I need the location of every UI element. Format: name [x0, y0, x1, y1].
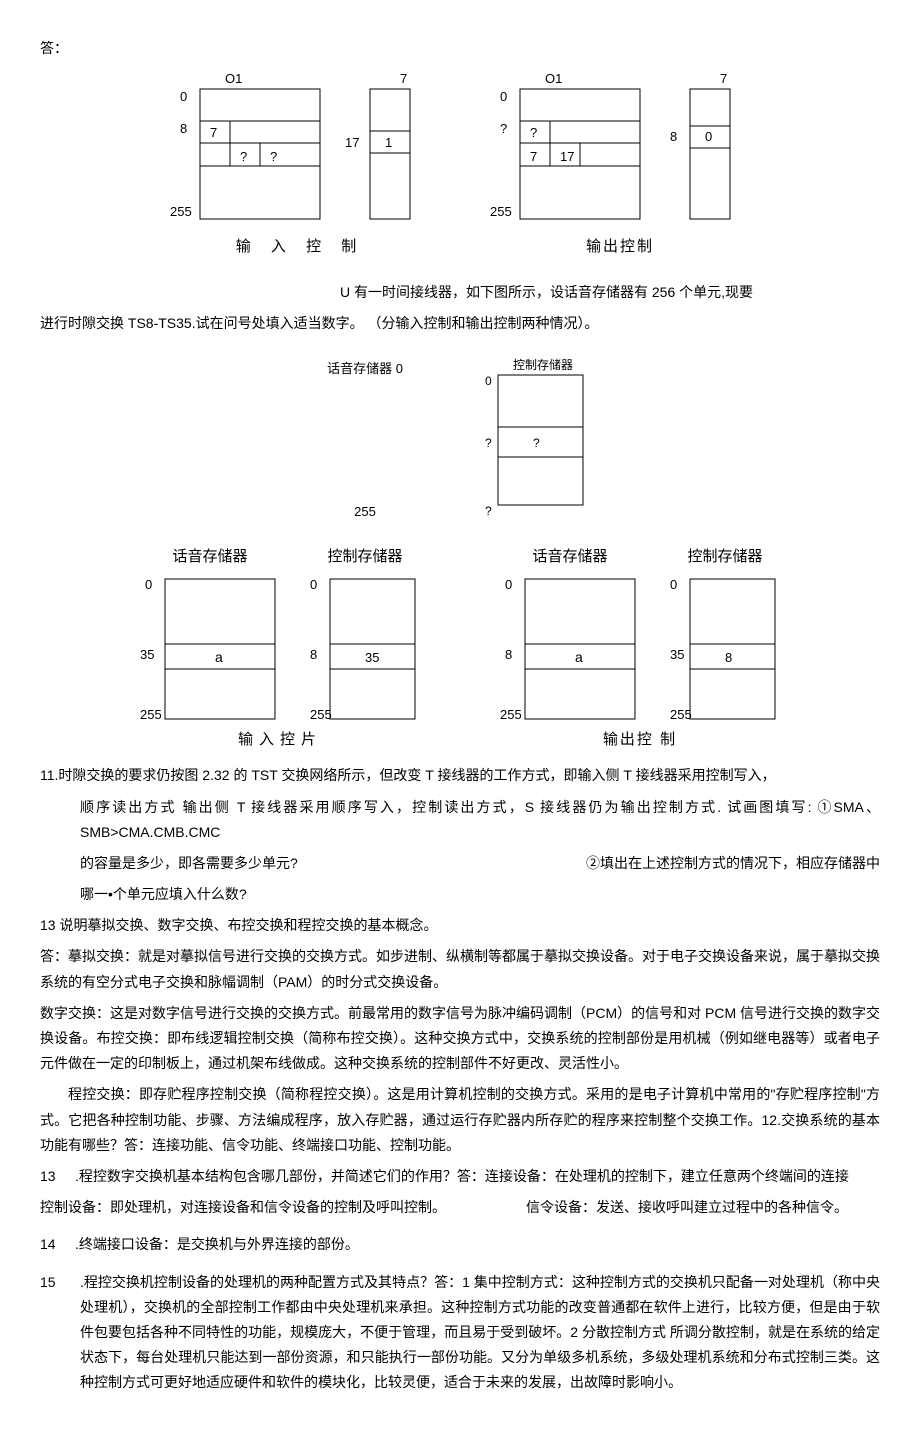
- intro-2: 进行时隙交换 TS8-TS35.试在问号处填入适当数字。 （分输入控制和输出控制…: [40, 311, 880, 336]
- brc-0: 0: [670, 577, 677, 592]
- q13-l2: 答：摹拟交换：就是对摹拟信号进行交换的交换方式。如步进制、纵横制等都属于摹拟交换…: [40, 944, 880, 994]
- br-mem-svg: 0 8 255 a: [500, 574, 640, 724]
- q13-body: .程控数字交换机基本结构包含哪几部份，并简述它们的作用？答：连接设备：在处理机的…: [75, 1168, 849, 1184]
- br-ctrl: 控制存储器 0 35 255 8: [670, 543, 780, 724]
- q11-l3: 的容量是多少，即各需要多少单元?: [80, 851, 298, 876]
- cell-q2: ?: [270, 149, 277, 164]
- q13-num: 13: [40, 1168, 56, 1184]
- brc-8: 8: [725, 650, 732, 665]
- row-255: 255: [170, 204, 192, 219]
- q13-l4: 程控交换：即存贮程序控制交换（简称程控交换）。这是用计算机控制的交换方式。采用的…: [40, 1082, 880, 1158]
- q11-l3-row: 的容量是多少，即各需要多少单元? ②填出在上述控制方式的情况下，相应存储器中: [40, 851, 880, 876]
- q13-body2: 控制设备：即处理机，对连接设备和信令设备的控制及呼叫控制。: [40, 1195, 446, 1220]
- mid-right: 控制存储器 0 ? ? ?: [483, 357, 593, 517]
- input-control-diagram: O1 7 0 8 255 7 ? ? 17 1 输 入 控 制: [170, 71, 430, 260]
- cell-17: 17: [345, 135, 359, 150]
- bl-ctrl: 控制存储器 0 8 255 35: [310, 543, 420, 724]
- br-8: 8: [505, 647, 512, 662]
- bl-ctrl-svg: 0 8 255 35: [310, 574, 420, 724]
- label-7: 7: [400, 71, 407, 86]
- mid-left-label: 话音存储器 0: [327, 357, 403, 380]
- br-0: 0: [505, 577, 512, 592]
- bl-a: a: [215, 649, 223, 665]
- bl-ctrl-title: 控制存储器: [310, 543, 420, 570]
- answer-label: 答：: [40, 36, 880, 61]
- bottom-left-block: 话音存储器 0 35 255 a 控制存储器 0 8 255: [140, 543, 420, 753]
- intro-1: U 有一时间接线器，如下图所示，设话音存储器有 256 个单元,现要: [40, 280, 880, 305]
- mid-left-255: 255: [327, 500, 403, 523]
- q13-num-row: 13 .程控数字交换机基本结构包含哪几部份，并简述它们的作用？答：连接设备：在处…: [40, 1164, 880, 1189]
- output-control-caption: 输出控制: [490, 233, 750, 260]
- row-8: 8: [180, 121, 187, 136]
- q14-row: 14 .终端接口设备：是交换机与外界连接的部份。: [40, 1232, 880, 1257]
- cell-7-r: 7: [530, 149, 537, 164]
- cell-17-r: 17: [560, 149, 574, 164]
- row-q-r: ?: [500, 121, 507, 136]
- mid-ctrl-title: 控制存储器: [513, 357, 573, 372]
- input-control-svg: O1 7 0 8 255 7 ? ? 17 1: [170, 71, 430, 231]
- mid-0: 0: [485, 374, 492, 388]
- bottom-right-block: 话音存储器 0 8 255 a 控制存储器 0 35 255: [500, 543, 780, 753]
- q13-l1: 13 说明摹拟交换、数字交换、布控交换和程控交换的基本概念。: [40, 913, 880, 938]
- br-mem-title: 话音存储器: [500, 543, 640, 570]
- bl-caption: 输入控片: [140, 726, 420, 753]
- q11-l2: 顺序读出方式 输出侧 T 接线器采用顺序写入，控制读出方式，S 接线器仍为输出控…: [40, 795, 880, 845]
- q13-l3: 数字交换：这是对数字信号进行交换的交换方式。前最常用的数字信号为脉冲编码调制（P…: [40, 1001, 880, 1077]
- cell-q-r: ?: [530, 125, 537, 140]
- row-0: 0: [180, 89, 187, 104]
- mid-right-svg: 控制存储器 0 ? ? ?: [483, 357, 593, 517]
- mid-qb: ?: [485, 504, 492, 517]
- bl-0: 0: [145, 577, 152, 592]
- label-o1: O1: [225, 71, 242, 86]
- cell-7: 7: [210, 125, 217, 140]
- q15-num: 15: [40, 1270, 80, 1396]
- bl-255: 255: [140, 707, 162, 722]
- q11-l1: 11.时隙交换的要求仍按图 2.32 的 TST 交换网络所示，但改变 T 接线…: [40, 763, 880, 788]
- bl-mem-title: 话音存储器: [140, 543, 280, 570]
- q15-row: 15 .程控交换机控制设备的处理机的两种配置方式及其特点？答：1 集中控制方式：…: [40, 1270, 880, 1396]
- bottom-pair-row: 话音存储器 0 35 255 a 控制存储器 0 8 255: [40, 543, 880, 753]
- label-o1-r: O1: [545, 71, 562, 86]
- br-mem: 话音存储器 0 8 255 a: [500, 543, 640, 724]
- intro-1-text: U 有一时间接线器，如下图所示，设话音存储器有 256 个单元,现要: [340, 284, 753, 300]
- blc-8: 8: [310, 647, 317, 662]
- br-ctrl-title: 控制存储器: [670, 543, 780, 570]
- mid-left: 话音存储器 0 255: [327, 357, 403, 524]
- blc-0: 0: [310, 577, 317, 592]
- bl-35: 35: [140, 647, 154, 662]
- row-255-r: 255: [490, 204, 512, 219]
- row-0-r: 0: [500, 89, 507, 104]
- cell-q1: ?: [240, 149, 247, 164]
- brc-255: 255: [670, 707, 692, 722]
- br-ctrl-svg: 0 35 255 8: [670, 574, 780, 724]
- blc-35: 35: [365, 650, 379, 665]
- br-caption: 输出控 制: [500, 726, 780, 753]
- q11-l4: 哪一•个单元应填入什么数?: [40, 882, 880, 907]
- blc-255: 255: [310, 707, 332, 722]
- mid-q2: ?: [533, 436, 540, 450]
- cell-8-r: 8: [670, 129, 677, 144]
- q13-body2-row: 控制设备：即处理机，对连接设备和信令设备的控制及呼叫控制。 信令设备：发送、接收…: [40, 1195, 880, 1220]
- brc-35: 35: [670, 647, 684, 662]
- q14-body: .终端接口设备：是交换机与外界连接的部份。: [75, 1236, 359, 1252]
- mid-q1: ?: [485, 436, 492, 450]
- cell-1: 1: [385, 135, 392, 150]
- input-control-caption: 输 入 控 制: [170, 233, 430, 260]
- mid-diagram-row: 话音存储器 0 255 控制存储器 0 ? ? ?: [40, 357, 880, 524]
- bl-mem-svg: 0 35 255 a: [140, 574, 280, 724]
- q11-l3b: ②填出在上述控制方式的情况下，相应存储器中: [586, 851, 880, 876]
- output-control-diagram: O1 7 0 ? 255 ? 7 17 8 0 输出控制: [490, 71, 750, 260]
- q15-body: .程控交换机控制设备的处理机的两种配置方式及其特点？答：1 集中控制方式：这种控…: [80, 1270, 880, 1396]
- q14-num: 14: [40, 1236, 56, 1252]
- label-7-r: 7: [720, 71, 727, 86]
- bl-mem: 话音存储器 0 35 255 a: [140, 543, 280, 724]
- output-control-svg: O1 7 0 ? 255 ? 7 17 8 0: [490, 71, 750, 231]
- q13-body3: 信令设备：发送、接收呼叫建立过程中的各种信令。: [526, 1195, 848, 1220]
- cell-0-r: 0: [705, 129, 712, 144]
- br-a: a: [575, 649, 583, 665]
- br-255: 255: [500, 707, 522, 722]
- top-diagram-row: O1 7 0 8 255 7 ? ? 17 1 输 入 控 制: [40, 71, 880, 260]
